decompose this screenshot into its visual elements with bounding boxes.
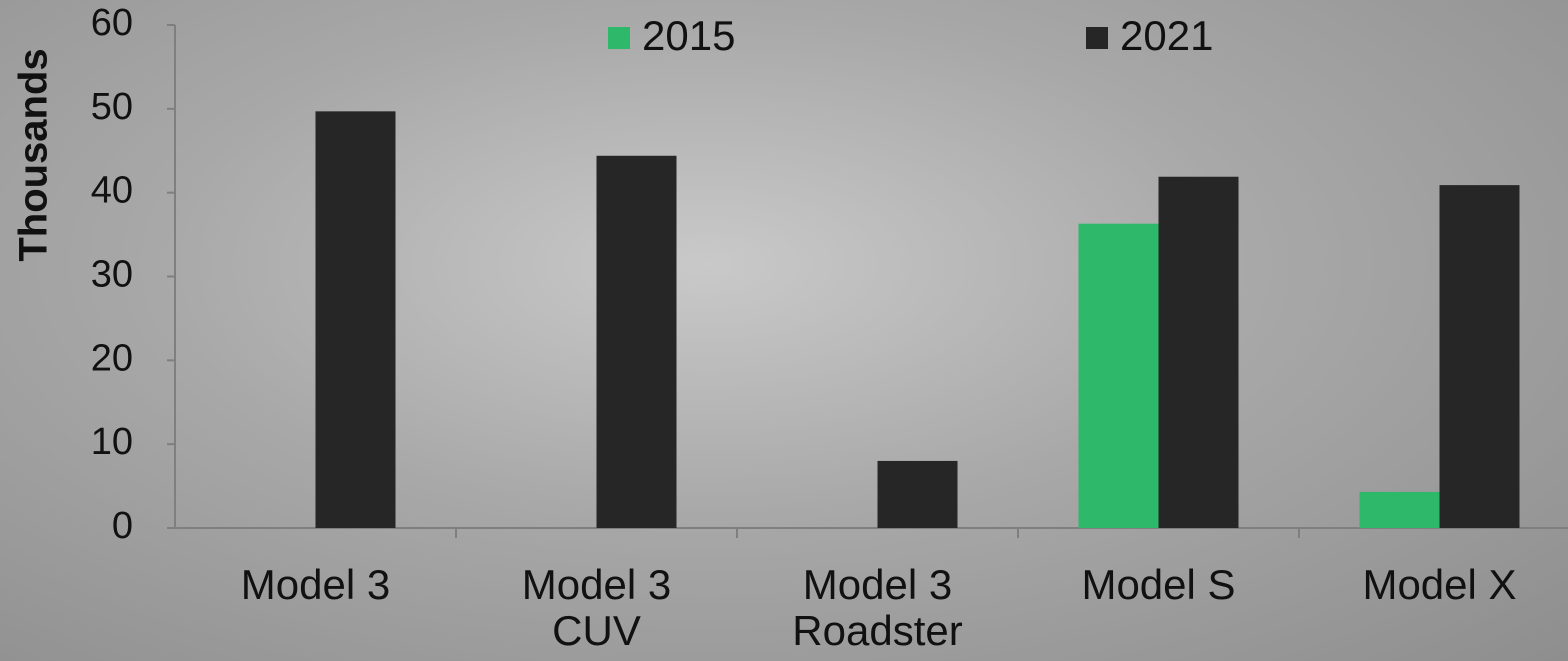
x-tick-label: Model 3 xyxy=(240,561,391,608)
y-tick-label: 40 xyxy=(91,170,133,212)
x-tick-label: Model S xyxy=(1081,561,1236,608)
bar xyxy=(1359,491,1440,528)
x-tick-label: Model 3 Roadster xyxy=(792,561,963,654)
legend-swatch xyxy=(1086,27,1108,49)
x-tick-label: Model 3 CUV xyxy=(521,561,672,654)
y-tick-label: 30 xyxy=(91,254,133,296)
bar xyxy=(1439,185,1520,528)
y-tick-label: 20 xyxy=(91,337,133,379)
bar xyxy=(1158,176,1239,528)
y-tick-label: 60 xyxy=(91,2,133,44)
bar xyxy=(596,155,677,528)
y-axis-title: Thousands xyxy=(12,48,56,261)
y-tick-label: 10 xyxy=(91,421,133,463)
y-tick-label: 0 xyxy=(112,505,133,547)
x-tick-label: Model X xyxy=(1362,561,1517,608)
legend-label: 2015 xyxy=(642,12,735,59)
bar xyxy=(1078,223,1159,528)
bar xyxy=(877,460,958,528)
bar xyxy=(315,111,396,529)
legend-label: 2021 xyxy=(1120,12,1213,59)
y-tick-label: 50 xyxy=(91,86,133,128)
legend-swatch xyxy=(608,27,630,49)
